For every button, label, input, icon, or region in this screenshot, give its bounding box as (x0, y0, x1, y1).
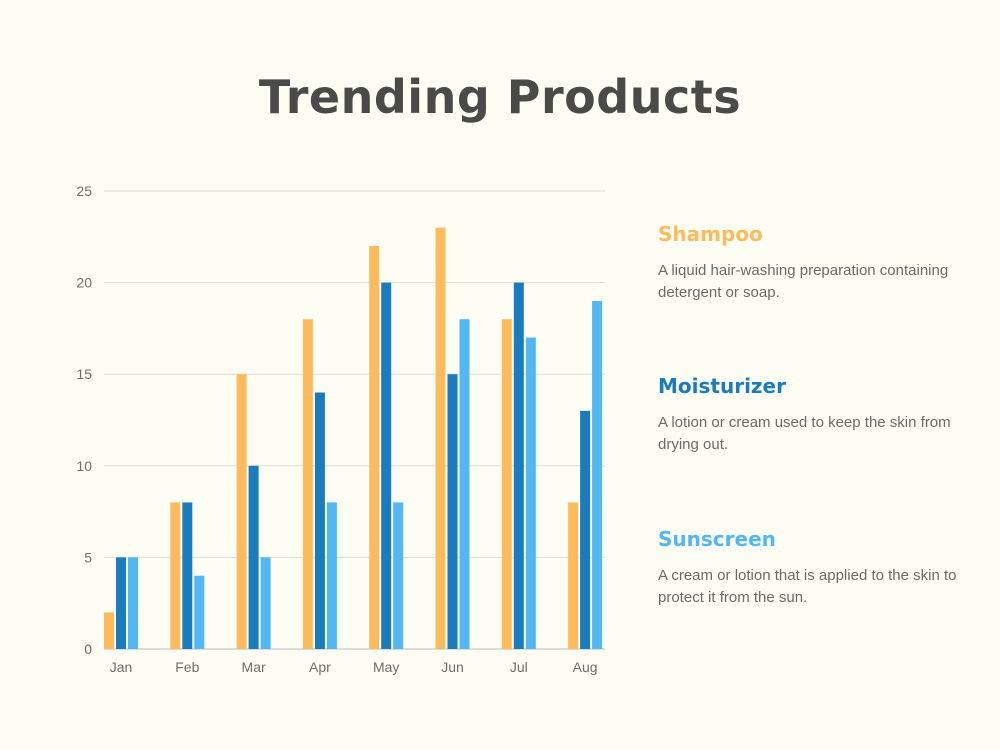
legend-description: A cream or lotion that is applied to the… (658, 567, 957, 606)
bar-sunscreen-mar (260, 557, 271, 649)
bar-shampoo-mar (236, 374, 247, 649)
x-tick-label: Apr (309, 659, 331, 675)
bar-moisturizer-jun (447, 374, 458, 649)
bar-shampoo-jan (104, 612, 114, 649)
bar-sunscreen-aug (592, 300, 603, 649)
bar-sunscreen-jun (459, 319, 470, 649)
bar-sunscreen-jan (128, 557, 138, 649)
chart-title: Trending Products (258, 70, 742, 124)
bar-moisturizer-may (381, 282, 392, 649)
legend-item-sunscreen: Sunscreen A cream or lotion that is appl… (658, 527, 958, 609)
y-tick-label: 10 (76, 458, 92, 474)
legend-item-moisturizer: Moisturizer A lotion or cream used to ke… (658, 374, 958, 456)
bar-sunscreen-jul (525, 337, 536, 649)
bar-moisturizer-jul (513, 282, 524, 649)
legend-item-shampoo: Shampoo A liquid hair-washing preparatio… (658, 222, 958, 304)
legend-description: A liquid hair-washing preparation contai… (658, 262, 949, 301)
bar-moisturizer-aug (580, 410, 591, 649)
bar-sunscreen-apr (326, 502, 337, 649)
x-tick-label: Jun (441, 659, 464, 675)
bar-moisturizer-mar (248, 465, 259, 649)
y-tick-label: 15 (76, 366, 92, 382)
bar-shampoo-feb (170, 502, 181, 649)
legend-name: Sunscreen (658, 527, 776, 551)
bar-moisturizer-feb (182, 502, 193, 649)
x-tick-label: Aug (573, 659, 598, 675)
legend-description: A lotion or cream used to keep the skin … (658, 414, 951, 453)
bar-shampoo-aug (568, 502, 579, 649)
bar-shampoo-may (369, 245, 380, 649)
legend-name: Moisturizer (658, 374, 786, 398)
bar-shampoo-apr (302, 319, 313, 649)
legend-name: Shampoo (658, 222, 763, 246)
x-tick-label: May (373, 659, 399, 675)
bar-moisturizer-apr (314, 392, 325, 649)
y-tick-label: 25 (76, 183, 92, 199)
bar-sunscreen-feb (194, 575, 205, 649)
x-tick-label: Feb (175, 659, 199, 675)
y-tick-label: 0 (84, 641, 92, 657)
x-tick-label: Jul (510, 659, 528, 675)
y-tick-label: 5 (84, 549, 92, 565)
bar-shampoo-jul (501, 319, 512, 649)
bar-moisturizer-jan (116, 557, 126, 649)
x-tick-label: Jan (110, 659, 133, 675)
x-tick-label: Mar (242, 659, 266, 675)
bar-sunscreen-may (393, 502, 404, 649)
y-tick-label: 20 (76, 275, 92, 291)
bar-shampoo-jun (435, 227, 446, 649)
